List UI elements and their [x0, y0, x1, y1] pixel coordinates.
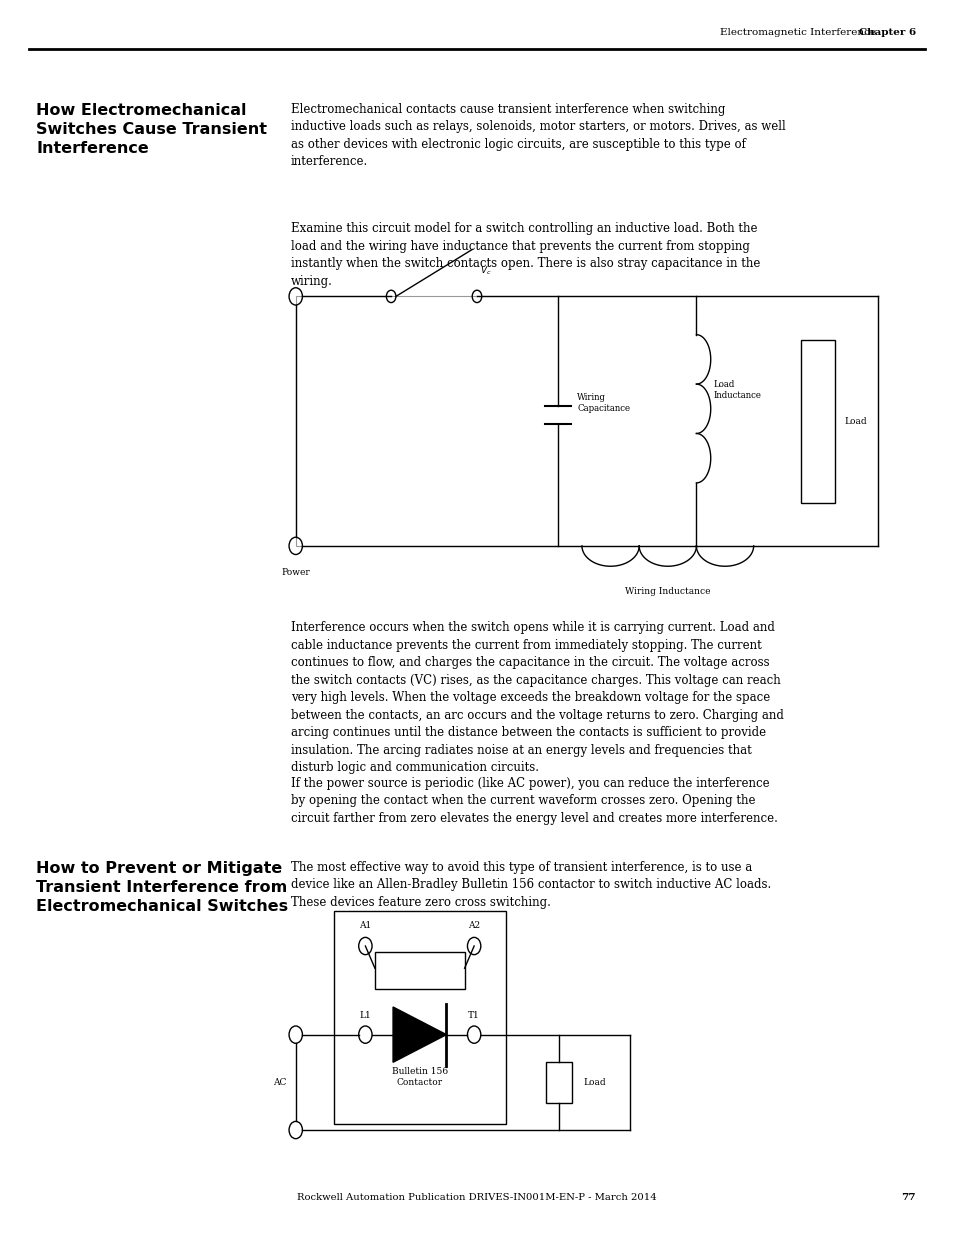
Bar: [334, 911, 505, 1124]
Bar: [801, 340, 834, 503]
Text: How Electromechanical
Switches Cause Transient
Interference: How Electromechanical Switches Cause Tra…: [36, 103, 267, 156]
Text: Wiring
Capacitance: Wiring Capacitance: [577, 393, 630, 412]
Text: A2: A2: [468, 921, 479, 930]
Text: How to Prevent or Mitigate
Transient Interference from
Electromechanical Switche: How to Prevent or Mitigate Transient Int…: [36, 861, 288, 914]
Bar: [295, 296, 877, 546]
Text: Electromagnetic Interference: Electromagnetic Interference: [720, 28, 876, 37]
Bar: [375, 952, 464, 989]
Text: The most effective way to avoid this type of transient interference, is to use a: The most effective way to avoid this typ…: [291, 861, 770, 909]
Text: Rockwell Automation Publication DRIVES-IN001M-EN-P - March 2014: Rockwell Automation Publication DRIVES-I…: [296, 1193, 657, 1203]
Text: $V_c$: $V_c$: [479, 264, 491, 277]
Text: 77: 77: [901, 1193, 915, 1203]
Text: T1: T1: [468, 1010, 479, 1020]
Text: Wiring Inductance: Wiring Inductance: [624, 587, 710, 595]
Text: Bulletin 156
Contactor: Bulletin 156 Contactor: [392, 1067, 447, 1087]
Text: A1: A1: [359, 921, 371, 930]
Text: Electromechanical contacts cause transient interference when switching
inductive: Electromechanical contacts cause transie…: [291, 103, 785, 168]
Text: Chapter 6: Chapter 6: [858, 28, 915, 37]
Text: Power: Power: [281, 568, 310, 577]
Text: AC: AC: [273, 1078, 286, 1087]
Text: If the power source is periodic (like AC power), you can reduce the interference: If the power source is periodic (like AC…: [291, 777, 777, 825]
Bar: [545, 1062, 572, 1103]
Polygon shape: [393, 1007, 446, 1062]
Text: Load: Load: [583, 1078, 606, 1087]
Text: Interference occurs when the switch opens while it is carrying current. Load and: Interference occurs when the switch open…: [291, 621, 783, 774]
Text: L1: L1: [359, 1010, 371, 1020]
Text: Load: Load: [843, 416, 866, 426]
Text: Load
Inductance: Load Inductance: [713, 380, 760, 400]
Text: Examine this circuit model for a switch controlling an inductive load. Both the
: Examine this circuit model for a switch …: [291, 222, 760, 288]
